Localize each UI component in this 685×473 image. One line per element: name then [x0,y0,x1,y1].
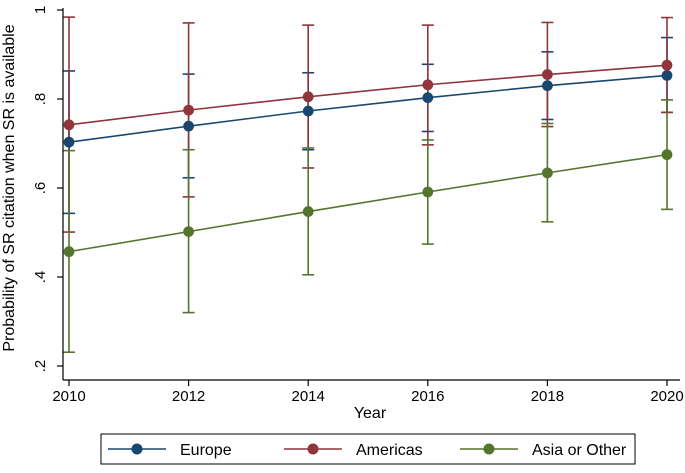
data-point-asia-or-other [661,149,673,161]
data-point-europe [661,70,673,81]
legend-label-europe: Europe [180,442,232,459]
x-tick-label: 2012 [172,388,205,405]
series-asia-or-other-errorbars [63,99,673,354]
data-point-asia-or-other [542,167,553,179]
data-point-americas [422,79,434,91]
data-point-europe [542,80,553,92]
data-point-asia-or-other [183,226,195,238]
series-europe-errorbars [63,36,673,215]
data-point-americas [542,69,553,80]
x-axis-title: Year [354,405,387,422]
y-tick-label: .6 [32,182,49,195]
series-line-americas [68,64,668,126]
series-line-europe [68,74,668,143]
legend-box [100,433,636,465]
data-point-americas [302,91,314,103]
data-point-asia-or-other [63,246,75,258]
legend-label-americas: Americas [356,442,423,459]
series-line-asia-or-other [68,153,668,253]
series-americas-errorbars [63,16,673,233]
x-tick-label: 2018 [531,388,564,405]
y-axis-title: Probability of SR citation when SR is av… [1,24,18,351]
data-point-europe [422,92,434,104]
data-point-americas [63,119,75,131]
data-point-europe [183,120,195,132]
data-point-europe [302,105,314,117]
legend-marker-europe [131,443,143,455]
y-tick-label: .2 [32,360,49,373]
data-point-asia-or-other [302,206,314,217]
y-tick-label: .8 [32,93,49,106]
x-tick-label: 2020 [650,388,683,405]
legend: Europe Americas Asia or Other [100,433,636,465]
x-tick-label: 2016 [411,388,444,405]
y-tick-label: 1 [32,6,49,14]
data-point-europe [63,136,75,148]
x-tick-label: 2014 [292,388,325,405]
data-point-americas [183,104,195,116]
axes: 2010 2012 2014 2016 2018 2020 .2 .4 .6 .8 1 [32,6,684,405]
y-tick-label: .4 [32,271,49,284]
plot-area [63,16,673,354]
data-point-americas [661,59,673,71]
data-point-asia-or-other [422,186,434,198]
x-tick-label: 2010 [52,388,85,405]
legend-marker-asia-or-other [483,443,495,455]
legend-label-asia-or-other: Asia or Other [532,442,627,459]
legend-marker-americas [307,443,319,455]
